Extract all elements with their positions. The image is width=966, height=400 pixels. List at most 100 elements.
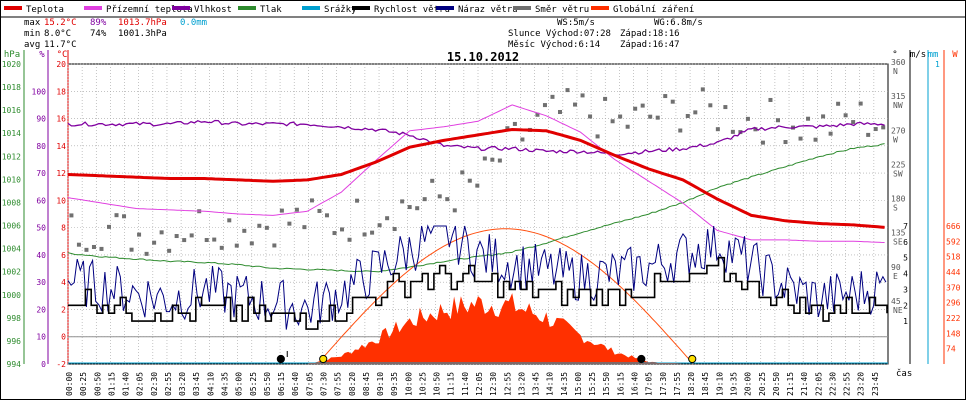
time-tick-label: 07:05 <box>305 372 314 396</box>
wind-direction-point <box>332 231 337 236</box>
stat-max-label: max <box>24 18 41 28</box>
wind-direction-point <box>648 114 653 119</box>
time-tick-label: 01:15 <box>107 372 116 396</box>
wind-direction-point <box>866 132 871 137</box>
stat-sun-rise: Slunce Východ:07:28 <box>508 29 611 39</box>
wind-direction-point <box>99 246 104 251</box>
wind-direction-point <box>753 127 758 132</box>
direction-tick-degree: 270 <box>891 126 906 135</box>
wind-direction-point <box>460 170 465 175</box>
wind-direction-point <box>279 208 284 213</box>
wind-direction-point <box>798 136 803 141</box>
time-tick-label: 12:05 <box>475 372 484 396</box>
legend-swatch <box>172 6 190 10</box>
time-tick-label: 16:15 <box>616 372 625 396</box>
wind-direction-point <box>159 230 164 235</box>
temperature-tick-label: 4 <box>61 278 66 287</box>
speed-unit-label: m/s <box>910 50 926 60</box>
direction-tick-cardinal: SE <box>893 238 903 247</box>
time-tick-label: 01:40 <box>122 372 131 396</box>
wind-direction-point <box>264 225 269 230</box>
wind-direction-point <box>385 216 390 221</box>
wind-direction-point <box>678 128 683 133</box>
wind-direction-point <box>670 99 675 104</box>
wind-direction-point <box>302 225 307 230</box>
time-tick-label: 14:10 <box>546 372 555 396</box>
humidity-tick-label: 0 <box>41 360 46 369</box>
time-tick-label: 23:20 <box>857 372 866 396</box>
time-tick-label: 00:25 <box>79 372 88 396</box>
wind-direction-point <box>715 127 720 132</box>
wind-direction-point <box>836 101 841 106</box>
chart-date-title: 15.10.2012 <box>447 50 519 64</box>
direction-tick-cardinal: SW <box>893 169 903 178</box>
time-tick-label: 09:35 <box>390 372 399 396</box>
stat-min-humidity: 74% <box>90 29 107 39</box>
time-tick-label: 19:10 <box>715 372 724 396</box>
pressure-tick-label: 994 <box>7 360 22 369</box>
wind-direction-point <box>497 158 502 163</box>
direction-tick-degree: 180 <box>891 195 906 204</box>
legend-swatch <box>436 6 454 10</box>
direction-tick-degree: 225 <box>891 160 906 169</box>
time-tick-label: 17:30 <box>659 372 668 396</box>
wind-direction-point <box>437 194 442 199</box>
direction-tick-cardinal: E <box>893 272 898 281</box>
direction-tick-degree: 90 <box>891 263 901 272</box>
wind-direction-point <box>355 198 360 203</box>
stat-min-label: min <box>24 29 40 39</box>
wind-direction-point <box>475 183 480 188</box>
pressure-tick-label: 1006 <box>2 222 21 231</box>
pressure-tick-label: 1014 <box>2 129 21 138</box>
pressure-tick-label: 1018 <box>2 83 21 92</box>
wind-direction-point <box>588 114 593 119</box>
sunset-marker <box>688 354 697 364</box>
radiation-area <box>307 293 683 364</box>
wind-direction-point <box>558 109 562 114</box>
speed-tick-label: 6 <box>903 238 908 247</box>
time-tick-label: 02:55 <box>164 372 173 396</box>
wind-direction-point <box>512 121 517 126</box>
wind-direction-point <box>828 131 833 136</box>
wind-direction-point <box>400 199 405 204</box>
wind-direction-point <box>167 248 172 253</box>
time-tick-label: 22:55 <box>843 372 852 396</box>
time-tick-label: 20:25 <box>758 372 767 396</box>
stat-wind-speed: WS:5m/s <box>557 18 595 28</box>
radiation-tick-label: 74 <box>946 345 956 354</box>
temperature-tick-label: 8 <box>61 224 66 233</box>
speed-tick-label: 5 <box>903 254 908 263</box>
speed-tick-label: 3 <box>903 285 908 294</box>
time-tick-label: 11:15 <box>447 372 456 396</box>
direction-tick-cardinal: W <box>893 135 898 144</box>
temperature-tick-label: 14 <box>56 142 66 151</box>
stat-max-rain: 0.0mm <box>180 18 207 28</box>
wind-direction-point <box>362 232 367 237</box>
wind-direction-point <box>114 213 119 218</box>
pressure-tick-label: 1004 <box>2 245 21 254</box>
wind-direction-point <box>535 112 540 117</box>
clear-sky-curve <box>317 228 694 365</box>
wind-direction-point <box>640 103 645 108</box>
radiation-tick-label: 444 <box>946 268 961 277</box>
wind-direction-point <box>392 227 397 232</box>
time-tick-label: 10:25 <box>418 372 427 396</box>
wind-direction-point <box>69 213 74 218</box>
temperature-tick-label: 16 <box>56 115 66 124</box>
legend-swatch <box>302 6 320 10</box>
rain-tick-label: 1 <box>935 60 940 69</box>
time-tick-label: 06:40 <box>291 372 300 396</box>
time-tick-label: 13:20 <box>517 372 526 396</box>
wind-direction-point <box>655 115 660 120</box>
wind-direction-point <box>212 237 217 242</box>
legend-swatch <box>84 6 102 10</box>
wind-direction-point <box>783 140 788 145</box>
wind-direction-point <box>287 221 292 226</box>
temperature-unit-label: °C <box>57 50 68 60</box>
legend-label: Teplota <box>26 5 64 15</box>
time-tick-label: 15:00 <box>574 372 583 396</box>
wind-direction-point <box>550 94 555 99</box>
radiation-tick-label: 148 <box>946 329 961 338</box>
